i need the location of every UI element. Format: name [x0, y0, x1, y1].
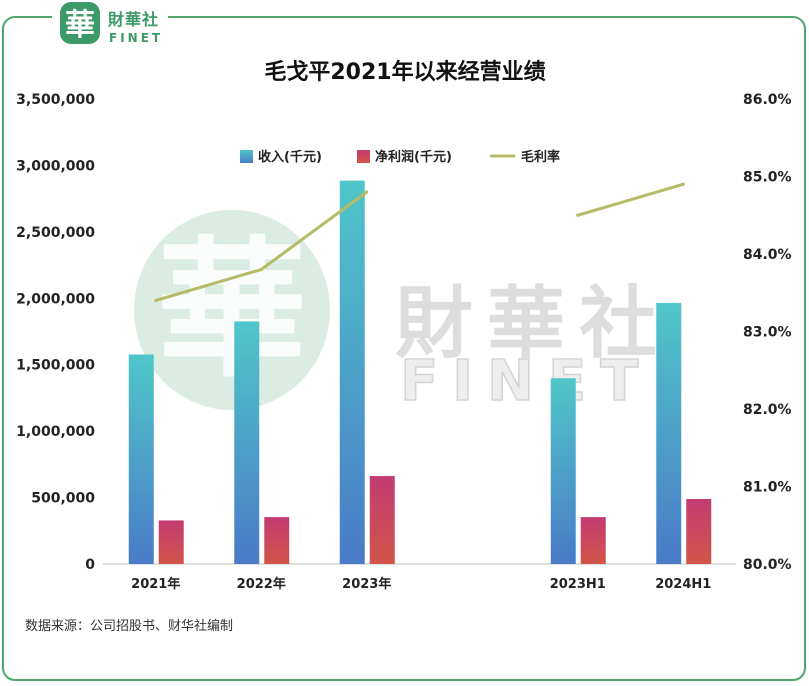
y-right-axis: 80.0% 81.0% 82.0% 83.0% 84.0% 85.0% 86.0%: [743, 92, 792, 573]
gross-margin-point: [154, 299, 158, 302]
x-tick-label: 2021年: [131, 576, 180, 592]
net-profit-bar: [264, 517, 290, 564]
source-note: 数据来源：公司招股书、财华社编制: [25, 618, 233, 634]
y-left-tick-label: 3,500,000: [16, 92, 95, 108]
line-marks: [154, 182, 685, 302]
y-left-tick-label: 1,000,000: [16, 424, 95, 440]
legend-swatch-net-profit: [357, 150, 370, 163]
gross-margin-line: [576, 182, 685, 217]
legend-label-gross-margin: 毛利率: [521, 149, 560, 165]
x-tick-label: 2024H1: [655, 577, 711, 592]
y-right-tick-label: 82.0%: [743, 402, 792, 418]
y-left-tick-label: 1,500,000: [16, 358, 95, 374]
legend-swatch-revenue: [240, 150, 253, 163]
y-left-tick-label: 3,000,000: [16, 158, 95, 174]
x-tick-label: 2023H1: [550, 577, 606, 592]
bar-marks: [128, 180, 712, 564]
watermark-logo-mark: 華: [157, 224, 307, 398]
net-profit-bar: [369, 476, 395, 564]
y-right-tick-label: 85.0%: [743, 170, 792, 186]
y-left-tick-label: 0: [85, 557, 95, 573]
y-right-tick-label: 83.0%: [743, 325, 792, 341]
chart-title: 毛戈平2021年以来经营业绩: [264, 59, 545, 85]
revenue-bar: [128, 354, 154, 564]
logo-mark: 華: [65, 8, 95, 43]
watermark-latin: FINET: [400, 349, 652, 414]
gross-margin-point: [365, 190, 369, 194]
logo-latin: FINET: [109, 31, 163, 45]
y-right-tick-label: 84.0%: [743, 247, 792, 263]
net-profit-bar: [158, 520, 184, 564]
logo-mark-box: [60, 2, 100, 44]
y-left-axis: 0 500,000 1,000,000 1,500,000 2,000,000 2,500…: [16, 92, 95, 573]
y-left-tick-label: 500,000: [31, 491, 95, 507]
gross-margin-point: [576, 213, 580, 217]
y-right-tick-label: 80.0%: [743, 557, 792, 573]
revenue-bar: [339, 180, 365, 564]
watermark-name: 財華社: [395, 279, 671, 369]
gross-margin-point: [681, 182, 685, 186]
y-right-tick-label: 81.0%: [743, 480, 792, 496]
watermark: 華 財華社 FINET: [134, 210, 671, 415]
y-right-tick-label: 86.0%: [743, 92, 792, 108]
watermark-logo-blob: [134, 210, 330, 410]
x-tick-label: 2023年: [342, 576, 391, 592]
net-profit-bar: [580, 517, 606, 564]
legend-label-net-profit: 净利润(千元): [375, 149, 452, 165]
revenue-bar: [550, 378, 576, 564]
logo: 華 財華社 FINET: [52, 0, 168, 47]
logo-name: 財華社: [108, 10, 159, 29]
gross-margin-point: [259, 268, 263, 271]
revenue-bar: [234, 321, 260, 564]
x-tick-label: 2022年: [237, 576, 286, 592]
legend: 收入(千元) 净利润(千元) 毛利率: [240, 149, 560, 165]
legend-label-revenue: 收入(千元): [258, 149, 322, 165]
y-left-tick-label: 2,000,000: [16, 291, 95, 307]
y-left-tick-label: 2,500,000: [16, 225, 95, 241]
revenue-bar: [656, 302, 682, 564]
x-axis: 2021年 2022年 2023年 2023H1 2024H1: [131, 576, 711, 592]
chart-frame: [2, 16, 806, 681]
net-profit-bar: [686, 499, 712, 564]
